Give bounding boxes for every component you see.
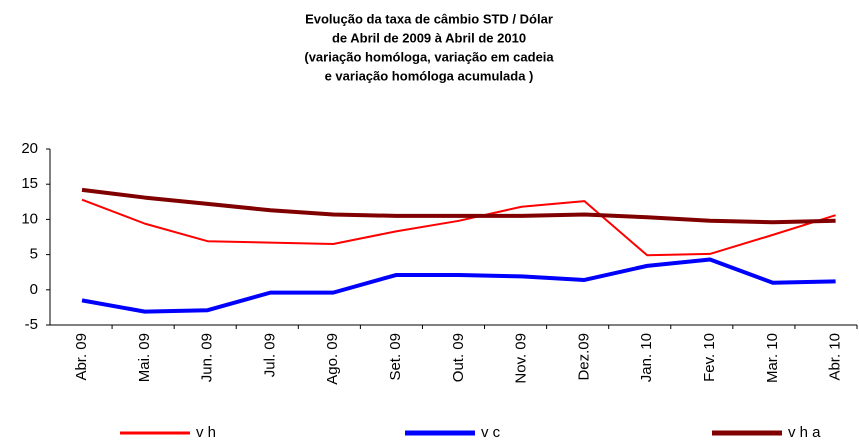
x-tick-label: Dez.09 <box>575 333 592 381</box>
chart-title: Evolução da taxa de câmbio STD / Dólar <box>305 11 553 26</box>
x-tick-label: Nov. 09 <box>513 333 530 384</box>
chart-title: de Abril de 2009 à Abril de 2010 <box>332 30 526 45</box>
x-tick-label: Jun. 09 <box>199 333 216 382</box>
legend-label: v h <box>196 424 216 441</box>
x-tick-label: Fev. 10 <box>701 333 718 382</box>
x-tick-label: Mar. 10 <box>764 333 781 383</box>
series-line <box>81 187 836 225</box>
chart-title: (variação homóloga, variação em cadeia <box>304 49 554 64</box>
y-tick-label: 10 <box>21 210 38 227</box>
y-tick-label: 15 <box>21 175 38 192</box>
y-tick-label: 5 <box>30 246 38 263</box>
y-tick-label: 0 <box>30 281 38 298</box>
x-tick-label: Abr. 09 <box>73 333 90 381</box>
y-tick-label: 20 <box>21 140 38 157</box>
x-tick-label: Abr. 10 <box>827 333 844 381</box>
x-tick-label: Jul. 09 <box>261 333 278 377</box>
x-tick-label: Out. 09 <box>450 333 467 382</box>
series-line <box>81 257 836 314</box>
legend-label: v c <box>481 424 501 441</box>
x-tick-label: Mai. 09 <box>136 333 153 382</box>
y-tick-label: -5 <box>25 316 38 333</box>
chart-title: e variação homóloga acumulada ) <box>325 68 534 83</box>
x-tick-label: Set. 09 <box>387 333 404 381</box>
x-tick-label: Ago. 09 <box>324 333 341 385</box>
legend-label: v h a <box>788 424 821 441</box>
x-tick-label: Jan. 10 <box>638 333 655 382</box>
series-line <box>81 198 836 257</box>
